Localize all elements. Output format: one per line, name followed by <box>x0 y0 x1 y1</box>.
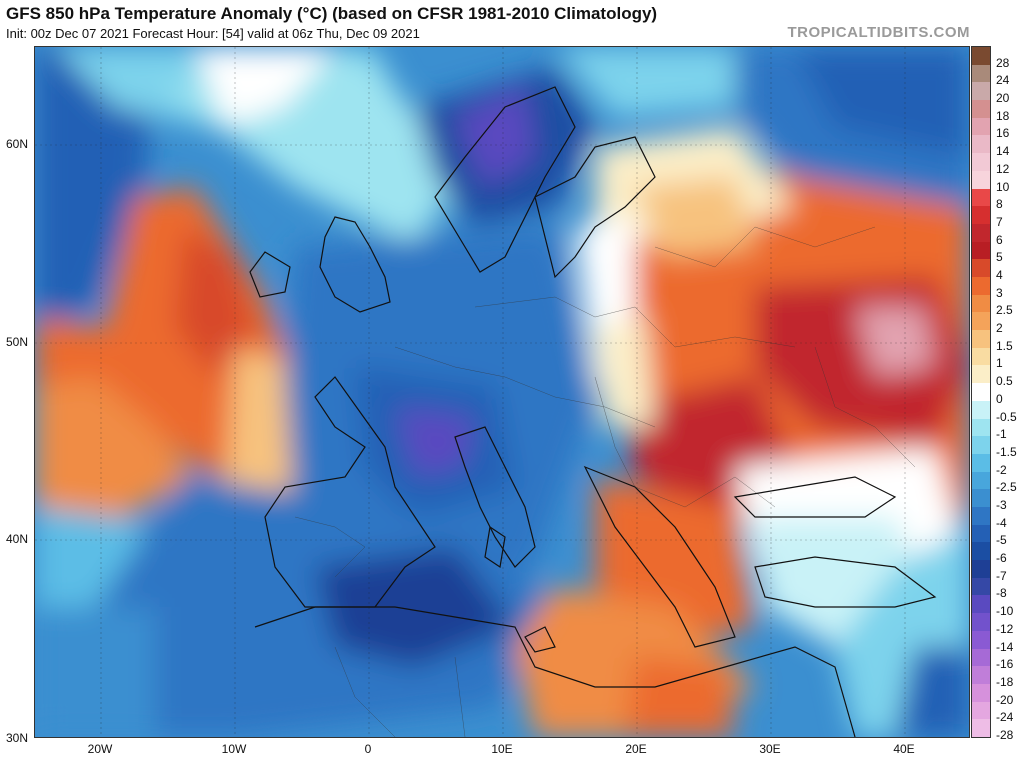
color-scale-value: 0.5 <box>996 374 1013 389</box>
color-scale-value: 20 <box>996 91 1010 106</box>
color-scale-value: -14 <box>996 639 1014 654</box>
lon-label-10w: 10W <box>221 742 247 756</box>
anomaly-map[interactable] <box>34 46 970 738</box>
color-scale-value: 1.5 <box>996 338 1013 353</box>
color-scale-value: -28 <box>996 728 1014 742</box>
color-scale-swatch <box>972 241 990 260</box>
color-scale-value: -6 <box>996 551 1007 566</box>
color-scale-value: 16 <box>996 126 1010 141</box>
color-scale-value: 8 <box>996 197 1003 212</box>
color-scale-swatch <box>972 453 990 473</box>
color-scale-swatch <box>972 153 990 172</box>
color-scale-value: 1 <box>996 356 1003 371</box>
color-scale-value: 14 <box>996 144 1010 159</box>
color-scale-value: -2.5 <box>996 480 1017 495</box>
color-scale-value: 7 <box>996 214 1003 229</box>
color-scale-swatch <box>972 577 990 596</box>
lat-label-40n: 40N <box>5 532 28 546</box>
color-scale-swatch <box>972 277 990 296</box>
color-scale-swatch <box>972 489 990 508</box>
borders <box>294 226 916 737</box>
anomaly-field <box>35 47 969 737</box>
color-scale-swatch <box>972 436 990 455</box>
color-scale-swatch <box>972 223 990 243</box>
color-scale-swatch <box>972 347 990 366</box>
color-scale-value: 2.5 <box>996 303 1013 318</box>
color-scale-value: 5 <box>996 250 1003 265</box>
color-scale-value: -8 <box>996 586 1007 601</box>
color-scale-value: 3 <box>996 285 1003 300</box>
color-scale-value: -16 <box>996 657 1014 672</box>
lon-label-30e: 30E <box>759 742 781 756</box>
color-scale-swatch <box>972 294 990 313</box>
color-scale-swatch <box>972 542 990 561</box>
color-scale-swatch <box>972 418 990 437</box>
color-scale-value: 4 <box>996 268 1003 282</box>
color-scale-swatch <box>972 560 990 579</box>
color-scale-swatch <box>972 613 990 632</box>
lon-label-20e: 20E <box>625 742 647 756</box>
color-scale-value: -2 <box>996 462 1007 477</box>
lon-label-40e: 40E <box>893 742 915 756</box>
color-scale-swatch <box>972 719 990 738</box>
color-scale-swatch <box>972 206 990 225</box>
color-scale-value: -12 <box>996 621 1014 636</box>
color-scale-value: -1 <box>996 427 1007 442</box>
color-scale-value: 12 <box>996 161 1010 176</box>
color-scale-value: 28 <box>996 55 1010 70</box>
color-scale-value: 10 <box>996 179 1010 194</box>
color-scale-swatch <box>972 400 990 420</box>
graticule <box>35 47 969 737</box>
color-scale-swatch <box>972 648 990 667</box>
forecast-info: Init: 00z Dec 07 2021 Forecast Hour: [54… <box>6 26 420 41</box>
color-scale-value: 18 <box>996 108 1010 123</box>
color-scale-swatch <box>972 64 990 83</box>
color-scale-value: -0.5 <box>996 409 1017 424</box>
lon-label-10e: 10E <box>491 742 513 756</box>
color-scale-value: 2 <box>996 321 1003 336</box>
lat-label-60n: 60N <box>5 137 28 151</box>
lon-label-0: 0 <box>364 742 372 756</box>
lon-label-20w: 20W <box>87 742 113 756</box>
color-scale-swatch <box>972 259 990 278</box>
color-scale-swatch <box>972 630 990 650</box>
color-scale-value: -20 <box>996 692 1014 707</box>
color-scale-swatch <box>972 312 990 331</box>
color-scale-value: -1.5 <box>996 444 1017 459</box>
color-scale-swatch <box>972 595 990 614</box>
color-scale-swatch <box>972 666 990 685</box>
color-scale-value: 0 <box>996 391 1003 406</box>
color-scale-swatch <box>972 170 990 190</box>
color-scale-value: -7 <box>996 568 1007 583</box>
color-scale-swatch <box>972 188 990 207</box>
color-scale-swatch <box>972 524 990 543</box>
color-scale-swatch <box>972 82 990 101</box>
color-scale-value: 24 <box>996 73 1010 88</box>
color-scale-swatch <box>972 365 990 384</box>
color-scale-value: -4 <box>996 515 1007 530</box>
map-title: GFS 850 hPa Temperature Anomaly (°C) (ba… <box>6 4 658 23</box>
color-scale-swatch <box>972 100 990 119</box>
color-scale-swatch <box>972 471 990 490</box>
color-scale-swatch <box>972 507 990 526</box>
color-scale-swatch <box>972 330 990 349</box>
color-scale-swatch <box>972 117 990 136</box>
color-scale-value: -5 <box>996 533 1007 548</box>
color-scale-value: -3 <box>996 498 1007 512</box>
color-scale-swatch <box>972 135 990 154</box>
site-watermark[interactable]: TROPICALTIDBITS.COM <box>787 24 970 41</box>
coastlines <box>249 86 937 737</box>
color-scale-value: 6 <box>996 232 1003 247</box>
lat-label-50n: 50N <box>5 335 28 349</box>
color-scale-value: -10 <box>996 604 1014 619</box>
color-scale-swatch <box>972 383 990 402</box>
color-scale-swatch <box>972 683 990 703</box>
color-scale-bar <box>971 46 991 738</box>
lat-label-30n: 30N <box>5 731 28 745</box>
color-scale-value: -24 <box>996 710 1014 725</box>
color-scale-value: -18 <box>996 674 1014 689</box>
color-scale-swatch <box>972 47 990 66</box>
color-scale-swatch <box>972 701 990 720</box>
